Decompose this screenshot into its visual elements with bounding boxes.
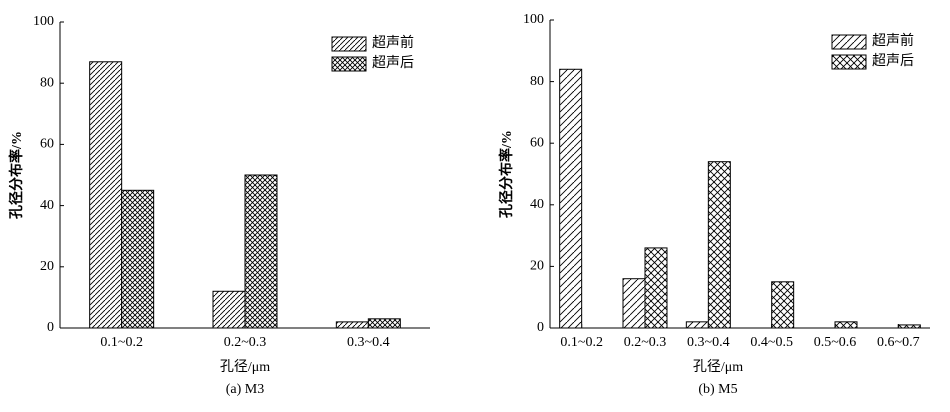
x-axis-label: 孔径/μm (693, 359, 743, 375)
bar (367, 318, 401, 329)
x-tick-label: 0.3~0.4 (687, 335, 730, 350)
bar (559, 68, 583, 329)
x-tick-label: 0.2~0.3 (224, 335, 267, 350)
y-tick-label: 40 (530, 197, 544, 212)
legend-label: 超声前 (372, 34, 414, 51)
bar (89, 61, 123, 329)
y-tick-label: 80 (530, 74, 544, 89)
bar (771, 281, 795, 329)
y-tick-label: 60 (40, 137, 54, 152)
bar (644, 247, 668, 329)
legend-label: 超声后 (372, 55, 414, 71)
caption: (a) M3 (226, 382, 265, 397)
x-tick-label: 0.1~0.2 (560, 335, 603, 350)
x-axis-label: 孔径/μm (220, 359, 270, 375)
y-tick-label: 60 (530, 135, 544, 150)
bar (834, 321, 858, 329)
legend-swatch (831, 54, 867, 70)
x-tick-label: 0.5~0.6 (814, 335, 857, 350)
bar (335, 321, 369, 329)
legend-label: 超声后 (872, 53, 914, 69)
x-tick-label: 0.1~0.2 (100, 335, 143, 350)
y-tick-label: 20 (40, 259, 54, 274)
bar (685, 321, 709, 329)
bar (897, 324, 921, 329)
bar (121, 189, 155, 329)
y-tick-label: 80 (40, 75, 54, 90)
x-tick-label: 0.2~0.3 (624, 335, 667, 350)
y-axis-label: 孔径分布率/% (8, 131, 25, 219)
caption: (b) M5 (698, 382, 737, 397)
y-tick-label: 100 (33, 14, 54, 29)
y-tick-label: 0 (47, 320, 54, 335)
bar (622, 278, 646, 329)
legend-swatch (331, 56, 367, 72)
chart: 0 20 40 60 80 100 0.1~0.2 0.2~0.3 0.3~0.4 0.4~0.5… (498, 12, 930, 397)
y-tick-label: 100 (523, 12, 544, 27)
y-tick-label: 40 (40, 198, 54, 213)
x-tick-label: 0.4~0.5 (750, 335, 793, 350)
x-tick-label: 0.3~0.4 (347, 335, 390, 350)
y-tick-label: 20 (530, 259, 544, 274)
bar (212, 290, 246, 329)
chart: 0 20 40 60 80 100 0.1~0.2 0.2~0.3 0.3~0.4 超声前超声后孔… (8, 14, 430, 397)
legend-swatch (831, 34, 867, 50)
bar (707, 161, 731, 329)
legend-label: 超声前 (872, 32, 914, 49)
y-tick-label: 0 (537, 320, 544, 335)
x-tick-label: 0.6~0.7 (877, 335, 920, 350)
bar (244, 174, 278, 329)
y-axis-label: 孔径分布率/% (498, 130, 515, 218)
legend-swatch (331, 36, 367, 52)
